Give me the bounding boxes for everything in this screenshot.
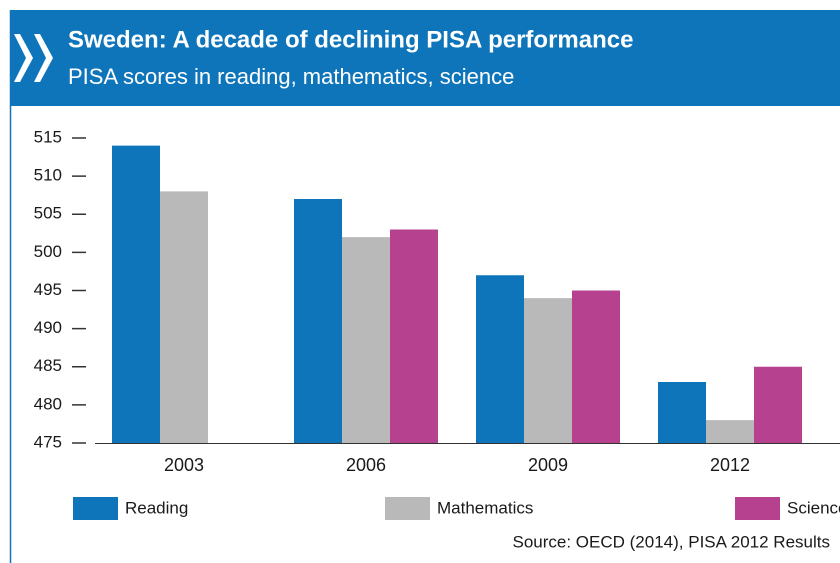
source-note: Source: OECD (2014), PISA 2012 Results	[513, 532, 831, 551]
bar	[658, 382, 706, 443]
x-tick-label: 2006	[346, 455, 386, 475]
bar	[390, 229, 438, 443]
y-tick-label: 495	[34, 280, 62, 299]
y-tick-label: 475	[34, 432, 62, 451]
chart-title: Sweden: A decade of declining PISA perfo…	[68, 26, 633, 53]
bar	[342, 237, 390, 443]
legend-swatch	[385, 497, 430, 520]
y-tick-label: 505	[34, 204, 62, 223]
y-tick-label: 510	[34, 166, 62, 185]
x-tick-label: 2012	[710, 455, 750, 475]
bar	[112, 145, 160, 443]
bar	[160, 191, 208, 443]
bar	[476, 275, 524, 443]
legend-swatch	[735, 497, 780, 520]
legend-swatch	[73, 497, 118, 520]
chart-subtitle: PISA scores in reading, mathematics, sci…	[68, 64, 514, 89]
bar	[524, 298, 572, 443]
legend-label: Science	[787, 498, 840, 517]
y-tick-label: 515	[34, 127, 62, 146]
x-tick-label: 2003	[164, 455, 204, 475]
bar	[706, 420, 754, 443]
bar	[572, 290, 620, 443]
legend-label: Mathematics	[437, 498, 533, 517]
bar	[294, 199, 342, 443]
y-tick-label: 500	[34, 242, 62, 261]
x-tick-label: 2009	[528, 455, 568, 475]
header-band	[10, 10, 840, 106]
y-tick-label: 490	[34, 318, 62, 337]
bar	[754, 366, 802, 443]
y-tick-label: 485	[34, 356, 62, 375]
legend-label: Reading	[125, 498, 188, 517]
logo-chevrons	[14, 34, 53, 82]
y-tick-label: 480	[34, 394, 62, 413]
